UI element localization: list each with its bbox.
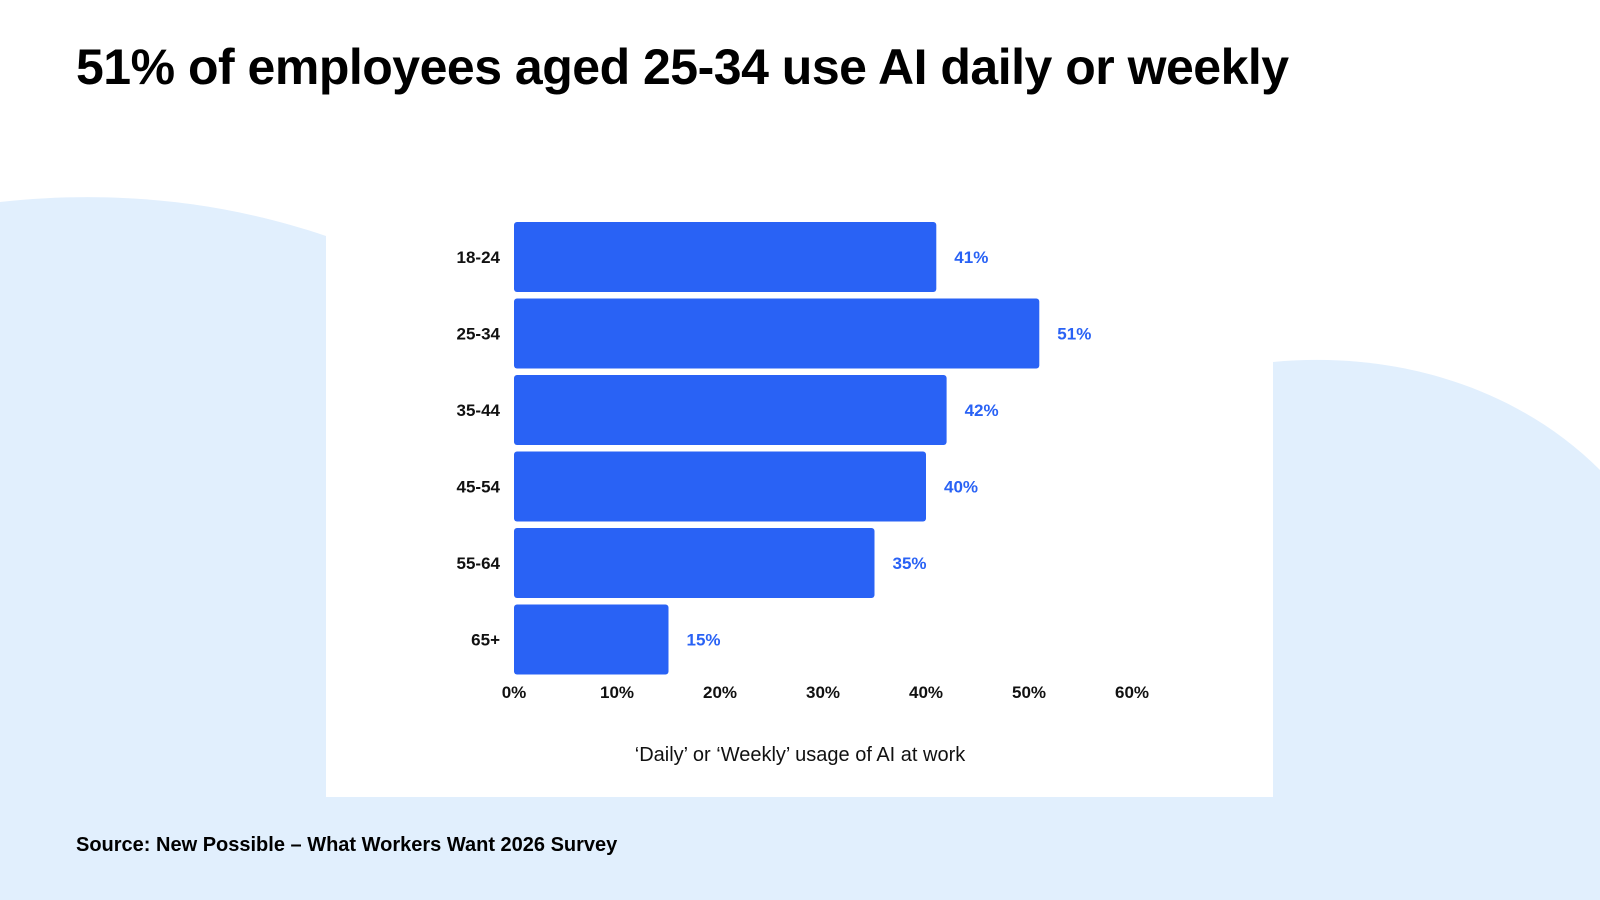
x-tick-label: 50% <box>1012 683 1046 702</box>
x-tick-label: 20% <box>703 683 737 702</box>
bar-25-34 <box>514 298 1040 369</box>
x-tick-label: 60% <box>1115 683 1149 702</box>
x-tick-label: 30% <box>806 683 840 702</box>
category-label: 55-64 <box>457 554 501 573</box>
value-label: 15% <box>687 631 721 650</box>
value-label: 41% <box>954 248 988 267</box>
value-label: 51% <box>1057 325 1091 344</box>
category-label: 35-44 <box>457 401 501 420</box>
x-axis-label: ‘Daily’ or ‘Weekly’ usage of AI at work <box>635 744 966 766</box>
value-label: 42% <box>965 401 999 420</box>
bar-55-64 <box>514 528 875 598</box>
x-tick-label: 0% <box>502 683 527 702</box>
page-title: 51% of employees aged 25-34 use AI daily… <box>76 39 1289 95</box>
category-label: 18-24 <box>457 248 501 267</box>
source-note: Source: New Possible – What Workers Want… <box>76 834 618 856</box>
bar-18-24 <box>514 222 937 292</box>
x-tick-label: 10% <box>600 683 634 702</box>
category-label: 45-54 <box>457 478 501 497</box>
x-tick-label: 40% <box>909 683 943 702</box>
category-label: 65+ <box>471 631 500 650</box>
bar-35-44 <box>514 375 947 445</box>
value-label: 35% <box>893 554 927 573</box>
value-label: 40% <box>944 478 978 497</box>
bar-45-54 <box>514 451 926 522</box>
bottom-band <box>0 797 1600 900</box>
left-blob <box>0 197 326 900</box>
right-blob <box>1273 359 1600 900</box>
bar-65+ <box>514 604 669 675</box>
category-label: 25-34 <box>457 325 501 344</box>
